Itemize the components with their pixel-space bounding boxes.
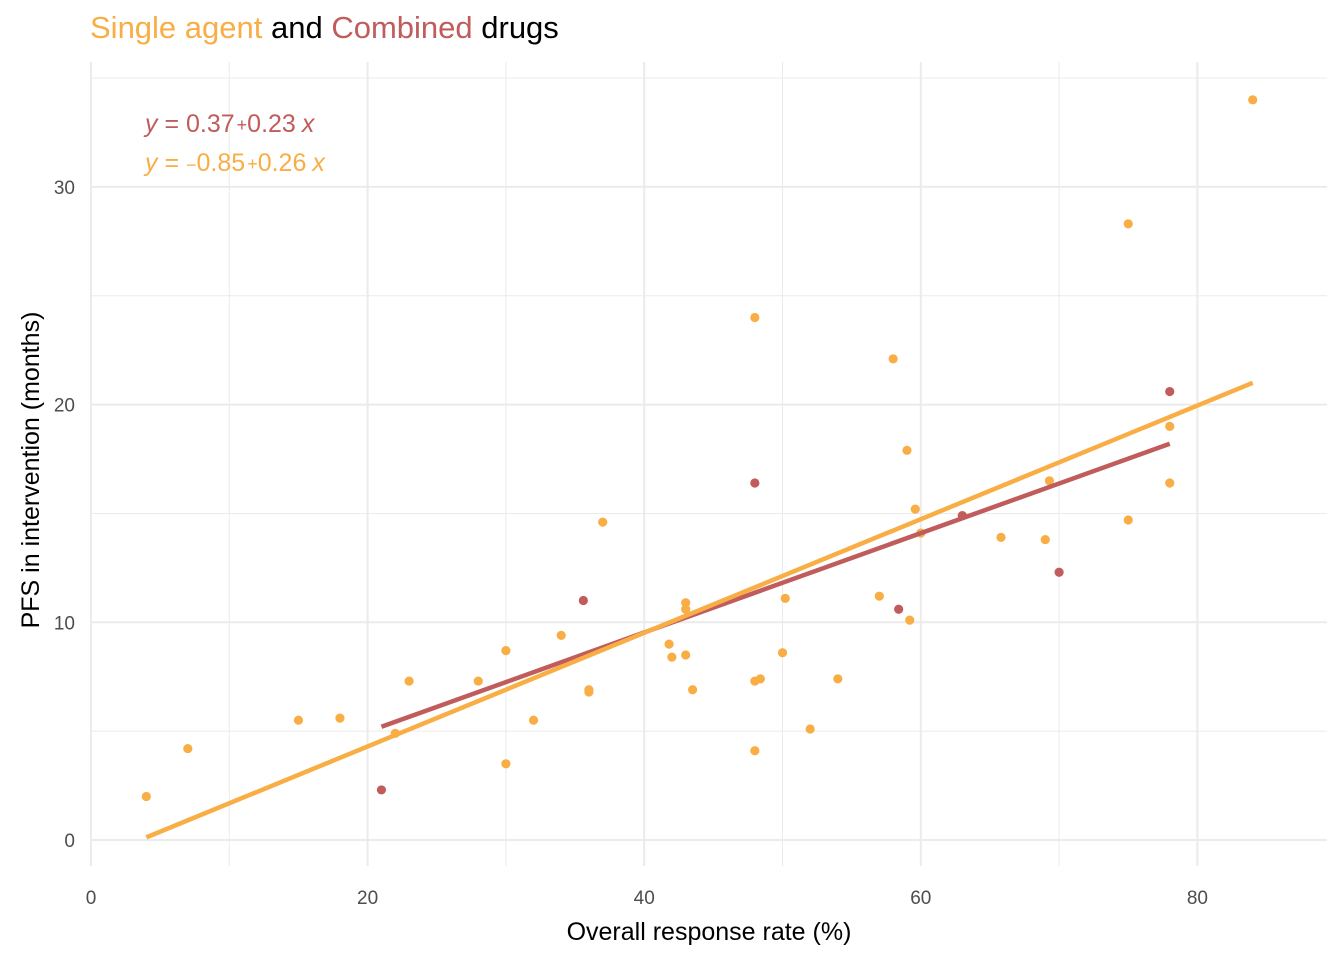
eq2-plus: + [247,154,258,174]
single-agent-point [1123,219,1133,229]
single-agent-point [528,715,539,725]
single-agent-point [681,650,691,660]
single-agent-point [688,685,698,695]
single-agent-point [750,746,760,756]
single-agent-point [777,648,788,658]
single-agent-point [335,713,345,723]
single-agent-fit-line [145,380,1254,840]
single-agent-point [910,504,920,514]
eq1-x: x [301,110,316,138]
single-agent-point [556,630,566,640]
combined-point [1165,386,1175,397]
title-single-agent: Single agent [90,10,263,45]
y-axis-ticks: 0 10 20 30 [54,178,75,852]
single-agent-point [780,593,790,603]
combined-fit-equation: y = 0.37 +0.23 x [143,110,316,138]
single-agent-point [681,598,691,608]
eq2-minus: − [186,155,197,175]
single-agent-point [1165,478,1175,488]
combined-point [1054,567,1064,577]
single-agent-point [805,724,815,734]
x-tick-label: 60 [910,888,931,909]
title-and: and [262,10,332,45]
single-agent-point [905,615,915,625]
single-agent-point [1165,421,1175,431]
single-agent-point [404,676,414,686]
single-agent-point [501,646,511,656]
combined-point [376,785,387,795]
y-tick-label: 0 [64,831,75,852]
single-agent-point [874,591,884,601]
minor-gridlines [91,62,1327,866]
x-axis-ticks: 0 20 40 60 80 [86,888,1208,909]
x-axis-title: Overall response rate (%) [567,918,852,946]
combined-points [376,386,1175,795]
eq1-eq: = 0.37 [158,110,235,138]
single-agent-point [584,685,594,695]
single-agent-point [1123,515,1133,525]
single-agent-point [473,676,483,686]
single-agent-point [501,759,511,769]
single-agent-point [833,674,843,684]
title-drugs: drugs [472,10,559,45]
x-tick-label: 40 [634,888,655,909]
single-agent-point [183,743,193,754]
single-agent-point [755,674,765,684]
major-gridlines [90,62,1327,866]
combined-point [750,478,760,488]
eq1-plus: + [237,115,248,135]
eq2-x: x [311,149,326,177]
chart-title: Single agent and Combined drugs [90,10,559,46]
single-agent-point [293,715,304,725]
combined-point [578,595,588,606]
single-agent-point [1248,95,1258,105]
eq1-slope: 0.23 [247,110,296,138]
single-agent-point [902,445,912,455]
single-agent-points [141,95,1258,802]
fit-lines [145,380,1254,840]
single-fit-equation: y = −0.85 +0.26 x [143,149,326,177]
eq2-eq: = [158,149,187,177]
single-agent-point [598,517,608,527]
single-agent-point [1040,534,1050,545]
y-tick-label: 10 [54,613,75,634]
x-tick-label: 80 [1187,888,1208,909]
single-agent-point [681,604,691,614]
single-agent-point [664,639,674,649]
single-agent-point [750,312,760,323]
y-axis-title: PFS in intervention (months) [17,312,45,629]
x-tick-label: 20 [357,888,378,909]
combined-point [894,604,904,614]
eq2-y: y [143,149,159,177]
eq2-intercept: 0.85 [197,149,246,177]
single-agent-point [1044,476,1055,486]
single-agent-point [667,652,677,662]
single-agent-point [888,354,898,364]
title-combined: Combined [331,10,473,45]
x-tick-label: 0 [86,888,97,909]
y-tick-label: 20 [54,396,75,417]
eq2-slope: 0.26 [258,149,307,177]
combined-fit-line [380,441,1171,729]
eq1-y: y [143,110,159,138]
single-agent-point [996,532,1006,542]
y-tick-label: 30 [54,178,75,199]
single-agent-point [141,791,151,802]
